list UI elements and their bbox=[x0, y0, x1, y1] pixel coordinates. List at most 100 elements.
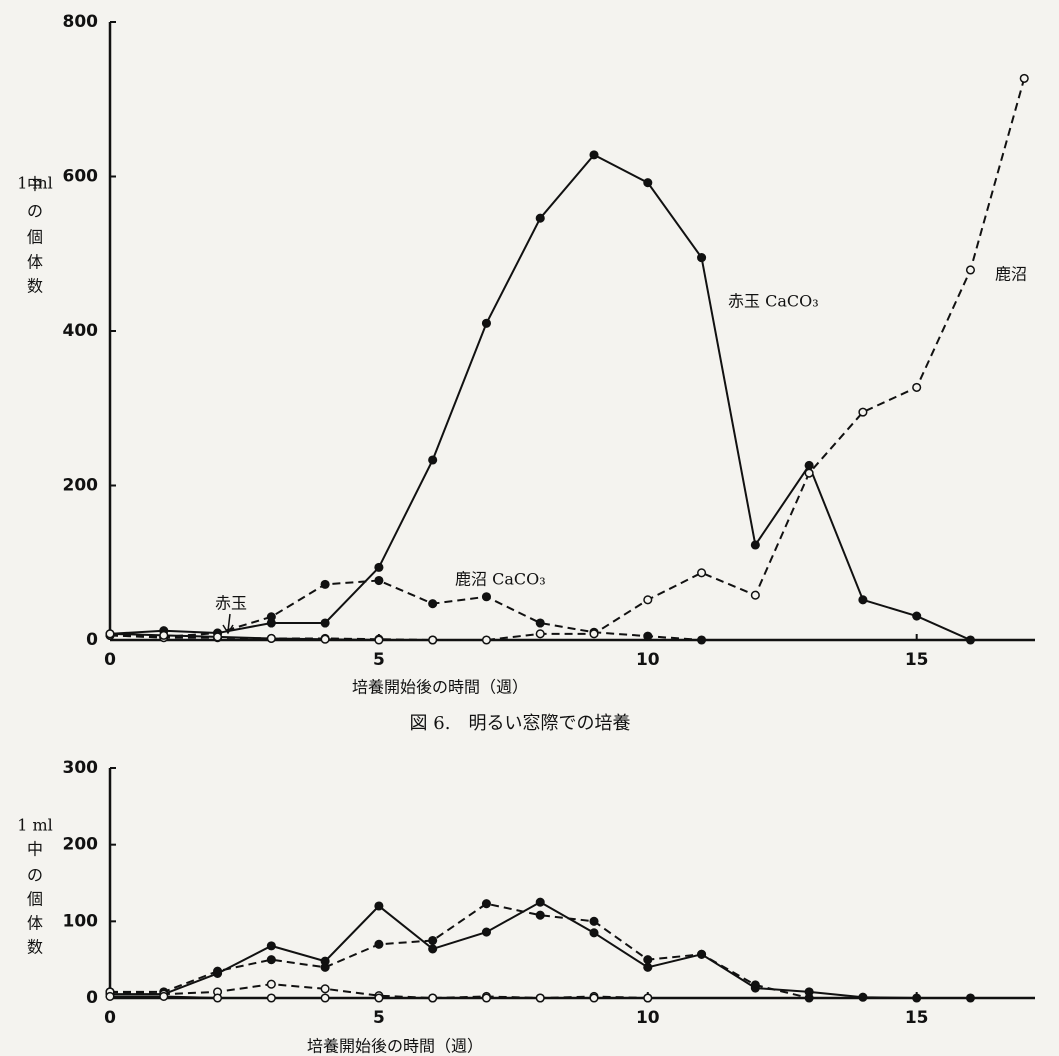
data-point bbox=[266, 979, 276, 989]
data-point bbox=[266, 993, 276, 1003]
x-axis-label: 培養開始後の時間（週） bbox=[307, 1037, 483, 1056]
series-label: 鹿沼 CaCO₃ bbox=[455, 570, 546, 589]
data-point bbox=[481, 993, 492, 1003]
data-point bbox=[589, 993, 599, 1003]
data-point bbox=[912, 611, 922, 621]
y-axis-label: 中 bbox=[27, 175, 43, 194]
y-axis-label: 中 bbox=[27, 840, 43, 859]
y-tick-label: 200 bbox=[63, 476, 99, 496]
x-tick-label: 10 bbox=[636, 650, 660, 670]
y-axis-label: 1 ml bbox=[17, 174, 53, 193]
data-point bbox=[804, 460, 814, 470]
data-point bbox=[213, 632, 223, 642]
data-point bbox=[912, 382, 922, 392]
x-tick-label: 5 bbox=[373, 650, 385, 670]
data-point bbox=[643, 993, 653, 1003]
data-point bbox=[697, 949, 707, 959]
data-point bbox=[105, 629, 115, 639]
y-tick-label: 300 bbox=[63, 758, 99, 778]
data-point bbox=[266, 633, 276, 644]
data-point bbox=[266, 612, 276, 622]
series-label: 鹿沼 bbox=[995, 265, 1027, 284]
data-point bbox=[535, 993, 545, 1003]
data-point bbox=[535, 213, 545, 223]
data-point bbox=[589, 629, 599, 639]
y-tick-label: 600 bbox=[63, 167, 99, 187]
data-point bbox=[643, 178, 653, 188]
x-tick-label: 15 bbox=[905, 650, 929, 670]
data-point bbox=[374, 939, 384, 949]
annotation-arrow bbox=[222, 613, 234, 635]
y-tick-label: 100 bbox=[63, 911, 99, 931]
data-point bbox=[589, 150, 599, 160]
data-point bbox=[159, 991, 169, 1002]
data-point bbox=[428, 635, 438, 645]
data-point bbox=[589, 916, 599, 926]
data-point bbox=[320, 993, 330, 1003]
data-point bbox=[320, 579, 330, 589]
data-point bbox=[320, 634, 330, 644]
data-point bbox=[750, 590, 760, 600]
y-tick-label: 800 bbox=[63, 12, 99, 32]
data-point bbox=[428, 935, 438, 946]
data-point bbox=[428, 993, 438, 1003]
series-line bbox=[110, 902, 810, 999]
y-axis-label: 数 bbox=[27, 938, 43, 957]
data-point bbox=[858, 595, 868, 605]
data-point bbox=[750, 980, 760, 990]
series-label: 赤玉 bbox=[215, 594, 247, 613]
data-point bbox=[804, 993, 814, 1003]
data-point bbox=[481, 635, 492, 645]
x-tick-label: 10 bbox=[636, 1008, 660, 1028]
data-point bbox=[481, 318, 492, 328]
x-tick-label: 5 bbox=[373, 1008, 385, 1028]
y-axis-label: 体 bbox=[27, 914, 43, 933]
data-point bbox=[965, 635, 976, 645]
caption: 図 6. 明るい窓際での培養 bbox=[410, 713, 631, 734]
series-line bbox=[109, 78, 1026, 641]
data-point bbox=[912, 993, 922, 1003]
data-point bbox=[105, 991, 115, 1002]
data-point bbox=[213, 966, 223, 976]
data-point bbox=[750, 540, 760, 550]
data-point bbox=[213, 993, 223, 1003]
x-tick-label: 0 bbox=[104, 1008, 116, 1028]
data-point bbox=[535, 629, 545, 639]
data-point bbox=[965, 265, 976, 275]
y-axis-label: 1 ml bbox=[17, 816, 53, 835]
data-point bbox=[374, 993, 384, 1003]
data-point bbox=[481, 592, 492, 602]
x-tick-label: 0 bbox=[104, 650, 116, 670]
data-point bbox=[266, 941, 276, 951]
data-point bbox=[697, 253, 707, 263]
data-point bbox=[643, 631, 653, 641]
series-line bbox=[109, 579, 702, 641]
data-point bbox=[320, 618, 330, 628]
data-point bbox=[481, 927, 492, 937]
data-point bbox=[643, 955, 653, 965]
data-point bbox=[858, 407, 868, 417]
y-axis-label: の bbox=[27, 866, 43, 885]
data-point bbox=[697, 635, 707, 645]
data-point bbox=[858, 992, 868, 1002]
series-label: 赤玉 CaCO₃ bbox=[728, 292, 819, 311]
y-tick-label: 0 bbox=[86, 988, 98, 1008]
data-point bbox=[374, 575, 384, 586]
y-tick-label: 0 bbox=[86, 630, 98, 650]
data-point bbox=[643, 595, 653, 605]
data-point bbox=[428, 944, 438, 954]
data-point bbox=[535, 897, 545, 907]
x-axis-label: 培養開始後の時間（週） bbox=[352, 678, 528, 697]
y-axis-label: 体 bbox=[27, 253, 43, 272]
data-point bbox=[697, 568, 707, 578]
data-point bbox=[374, 901, 384, 911]
data-point bbox=[643, 962, 653, 972]
data-point bbox=[481, 899, 492, 909]
y-axis-label: 数 bbox=[27, 277, 43, 296]
data-point bbox=[374, 635, 384, 645]
y-axis-label: 個 bbox=[27, 890, 43, 909]
data-point bbox=[535, 618, 545, 628]
y-tick-label: 200 bbox=[63, 835, 99, 855]
